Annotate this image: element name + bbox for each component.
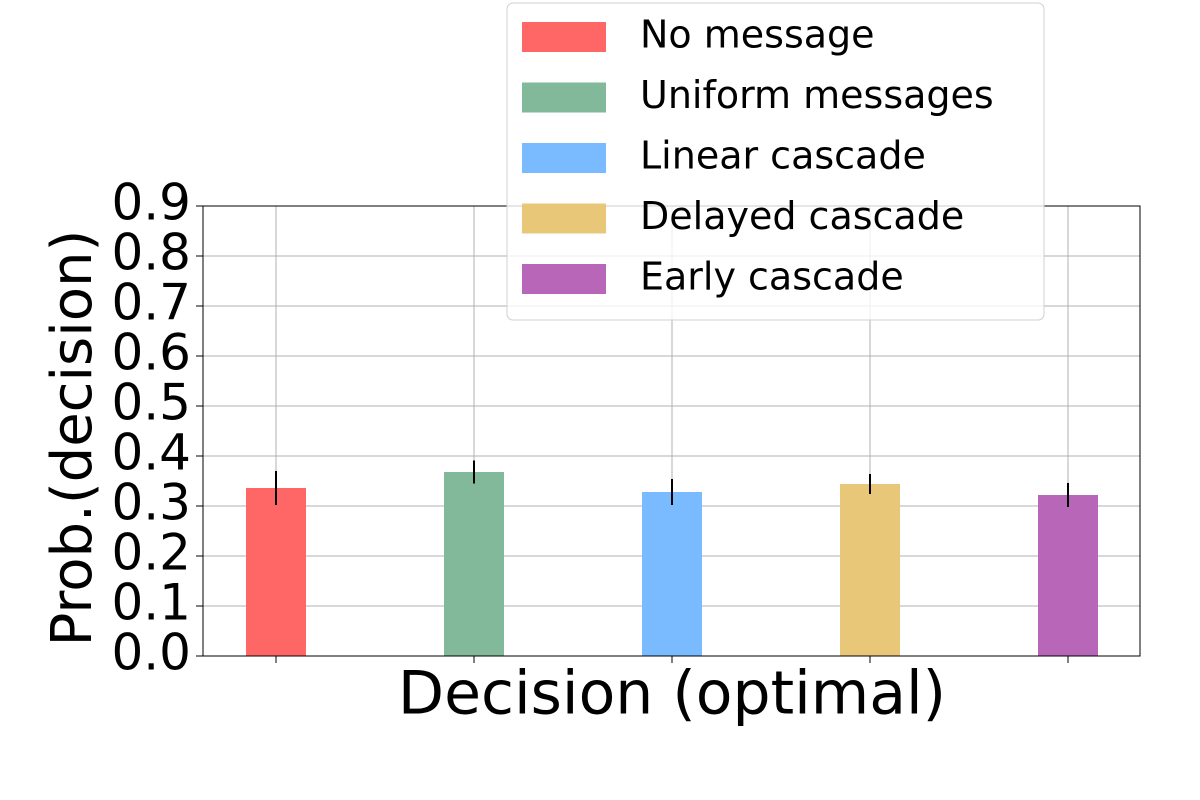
legend-label: Uniform messages — [640, 73, 994, 117]
legend-label: Linear cascade — [640, 134, 926, 178]
y-tick-label: 0.2 — [111, 524, 191, 582]
y-tick-label: 0.5 — [111, 374, 191, 432]
bar — [444, 472, 504, 656]
y-tick-label: 0.4 — [111, 424, 191, 482]
legend-swatch — [522, 143, 606, 173]
bar — [246, 488, 306, 656]
y-tick-label: 0.8 — [111, 224, 191, 282]
legend-label: Delayed cascade — [640, 194, 964, 238]
y-axis-label: Prob.(decision) — [40, 230, 105, 647]
y-tick-label: 0.3 — [111, 474, 191, 532]
bar — [840, 484, 900, 656]
legend-label: Early cascade — [640, 255, 904, 299]
legend-swatch — [522, 203, 606, 234]
legend-swatch — [522, 22, 606, 52]
y-tick-label: 0.9 — [111, 174, 191, 232]
y-tick-label: 0.6 — [111, 324, 191, 382]
y-tick-label: 0.0 — [111, 624, 191, 682]
x-axis-label: Decision (optimal) — [398, 659, 946, 729]
bar — [1038, 495, 1098, 656]
legend-swatch — [522, 264, 606, 294]
y-tick-label: 0.7 — [111, 274, 191, 332]
legend-label: No message — [640, 13, 875, 57]
legend-box — [506, 2, 1045, 321]
legend-swatch — [522, 82, 606, 113]
bar — [642, 492, 702, 656]
y-tick-label: 0.1 — [111, 574, 191, 632]
